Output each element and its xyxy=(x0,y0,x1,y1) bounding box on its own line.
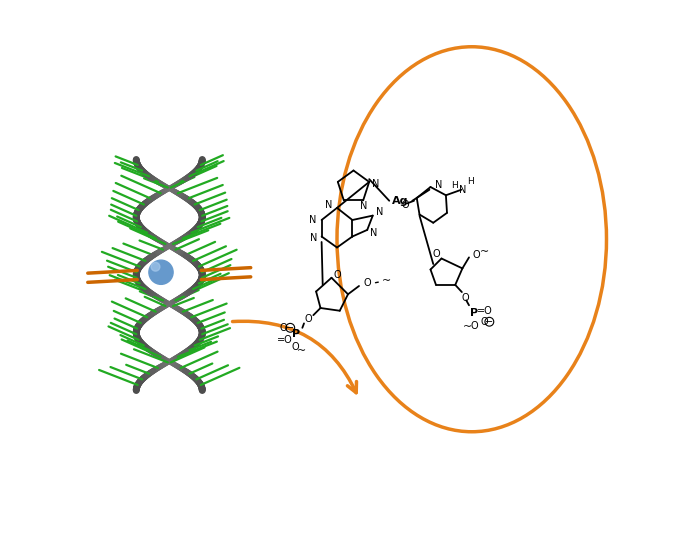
Text: O: O xyxy=(481,317,488,327)
Text: N: N xyxy=(360,201,367,211)
Text: N: N xyxy=(376,207,384,217)
Text: O: O xyxy=(461,293,469,303)
Text: =O: =O xyxy=(477,306,493,316)
Text: O: O xyxy=(402,200,410,210)
Text: N: N xyxy=(370,228,377,238)
Text: −: − xyxy=(286,323,295,333)
Text: P: P xyxy=(471,309,479,318)
Text: ~: ~ xyxy=(463,322,473,332)
Text: N: N xyxy=(434,180,442,190)
Text: O: O xyxy=(333,270,341,280)
Text: N: N xyxy=(372,179,379,189)
Text: O: O xyxy=(280,323,288,333)
Text: O: O xyxy=(305,314,312,324)
Text: H: H xyxy=(467,177,474,186)
Text: O: O xyxy=(473,250,480,260)
Text: H: H xyxy=(451,181,458,190)
Circle shape xyxy=(151,262,160,271)
Circle shape xyxy=(149,260,173,284)
Text: O: O xyxy=(292,342,299,351)
Text: N: N xyxy=(310,233,317,243)
Text: ~: ~ xyxy=(382,276,391,285)
Text: N: N xyxy=(459,185,466,195)
Text: ~: ~ xyxy=(297,346,306,356)
Text: ~: ~ xyxy=(479,247,489,257)
Text: O: O xyxy=(364,278,371,288)
Text: N: N xyxy=(309,215,316,225)
Text: O: O xyxy=(432,249,440,259)
Text: −: − xyxy=(485,317,493,327)
FancyArrowPatch shape xyxy=(232,321,356,393)
Text: O: O xyxy=(471,321,478,331)
Text: P: P xyxy=(292,329,300,339)
Text: N: N xyxy=(325,200,332,210)
Text: =O: =O xyxy=(277,335,292,345)
Text: Ag: Ag xyxy=(392,196,408,206)
